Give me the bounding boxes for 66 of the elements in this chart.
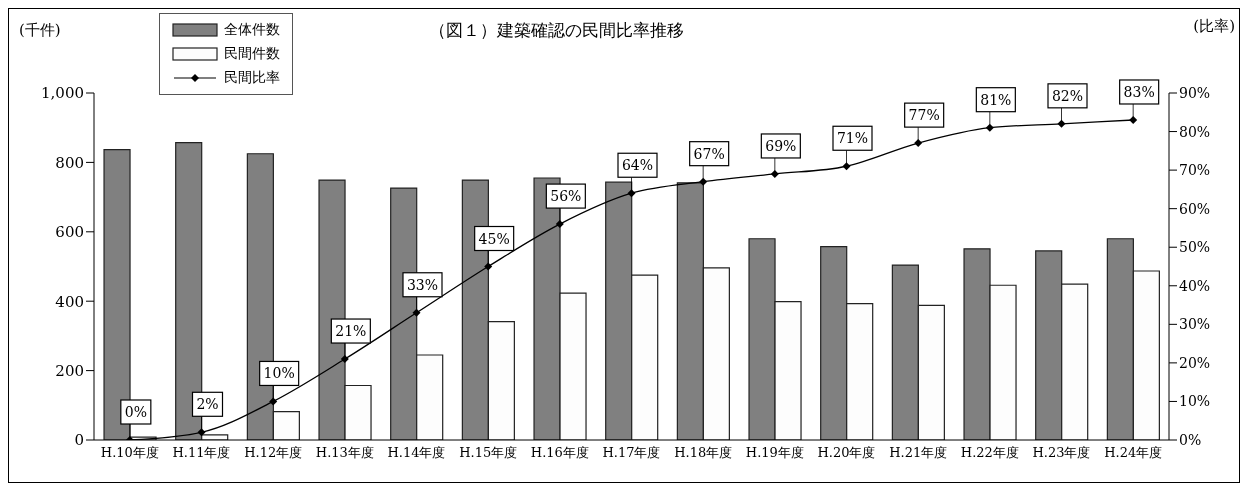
point (412, 308, 421, 317)
y2-tick-label: 70% (1179, 162, 1211, 179)
y2-tick-label: 20% (1179, 354, 1211, 371)
x-tick-label: H.24年度 (1104, 445, 1163, 461)
x-tick-label: H.10年度 (100, 445, 159, 461)
data-label: 71% (836, 130, 869, 147)
legend-label: 民間比率 (224, 69, 280, 87)
data-label: 33% (406, 276, 439, 293)
data-label: 0% (124, 404, 147, 420)
x-tick-label: H.11年度 (172, 445, 231, 461)
y-tick-label: 400 (55, 292, 84, 311)
point (197, 428, 206, 437)
data-label: 77% (908, 107, 940, 124)
y2-tick-label: 80% (1179, 123, 1211, 140)
data-label: 69% (765, 137, 797, 154)
y2-tick-label: 60% (1179, 200, 1211, 217)
x-tick-label: H.13年度 (315, 445, 374, 461)
x-tick-label: H.15年度 (459, 445, 518, 461)
x-tick-label: H.18年度 (674, 445, 733, 461)
data-label: 81% (980, 91, 1012, 108)
y-tick-label: 200 (55, 361, 84, 380)
data-label: 10% (263, 365, 295, 382)
point (985, 123, 994, 132)
y-tick-label: 600 (55, 223, 84, 242)
data-label: 21% (335, 323, 367, 340)
data-label: 67% (693, 145, 725, 162)
point (484, 262, 493, 271)
point (627, 189, 636, 198)
y-tick-label: 1,000 (41, 84, 84, 103)
point (1129, 115, 1138, 124)
data-label: 82% (1051, 87, 1084, 104)
data-label: 56% (550, 188, 582, 205)
point (914, 139, 923, 148)
point (269, 397, 278, 406)
y2-tick-label: 40% (1179, 277, 1211, 294)
point (340, 355, 349, 364)
point (770, 169, 779, 178)
legend-label: 民間件数 (224, 45, 280, 63)
data-label: 45% (478, 230, 510, 247)
x-tick-label: H.16年度 (530, 445, 589, 461)
y2-tick-label: 30% (1179, 316, 1211, 333)
y2-axis-title: (比率) (1193, 17, 1235, 36)
data-label: 83% (1123, 83, 1155, 100)
y-axis-title: (千件) (19, 21, 61, 40)
y-tick-label: 800 (55, 153, 84, 172)
point (1057, 119, 1066, 128)
x-tick-label: H.19年度 (745, 445, 804, 461)
point (699, 177, 708, 186)
y2-tick-label: 0% (1179, 431, 1202, 448)
legend-label: 全体件数 (224, 21, 280, 39)
x-tick-label: H.17年度 (602, 445, 661, 461)
y2-tick-label: 10% (1179, 393, 1211, 410)
x-tick-label: H.14年度 (387, 445, 446, 461)
y2-tick-label: 50% (1179, 239, 1211, 256)
x-tick-label: H.23年度 (1032, 445, 1091, 461)
point (555, 220, 564, 229)
y2-tick-label: 90% (1179, 84, 1211, 101)
x-tick-label: H.12年度 (244, 445, 303, 461)
data-label: 2% (196, 396, 219, 413)
x-tick-label: H.20年度 (817, 445, 876, 461)
x-tick-label: H.21年度 (889, 445, 948, 461)
chart-title: （図１）建築確認の民間比率推移 (429, 19, 684, 42)
point (842, 162, 851, 171)
data-label: 64% (621, 157, 654, 174)
y-tick-label: 0 (74, 431, 84, 450)
x-tick-label: H.22年度 (960, 445, 1019, 461)
